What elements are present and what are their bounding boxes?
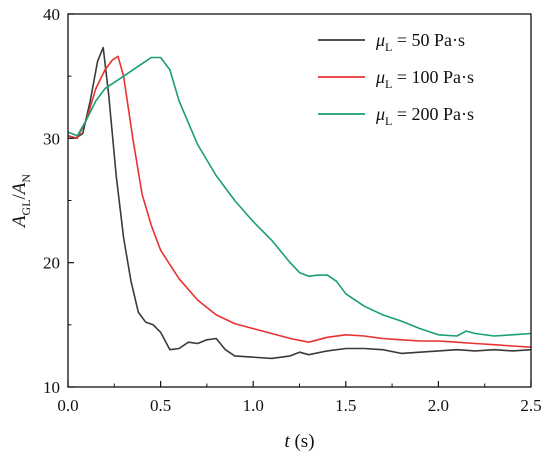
y-tick-label: 40 — [43, 5, 60, 24]
x-tick-label: 1.5 — [335, 396, 356, 415]
legend-label-2: μL = 100 Pa·s — [375, 67, 474, 91]
axis-titles: t (s) AGL/AN — [9, 174, 315, 452]
series-line-2 — [67, 55, 532, 348]
y-axis-title: AGL/AN — [9, 174, 33, 230]
x-axis-title: t (s) — [284, 431, 314, 452]
y-tick-label: 20 — [43, 254, 60, 273]
legend-label-1: μL = 50 Pa·s — [375, 30, 465, 54]
legend: μL = 50 Pa·s μL = 100 Pa·s μL = 200 Pa·s — [318, 30, 474, 128]
x-tick-label: 0.5 — [150, 396, 171, 415]
ticks: 0.0 0.5 1.0 1.5 2.0 2.5 10 20 30 40 — [43, 5, 542, 415]
x-tick-label: 1.0 — [243, 396, 264, 415]
y-tick-label: 10 — [43, 378, 60, 397]
plot-area — [67, 46, 532, 360]
legend-label-3: μL = 200 Pa·s — [375, 104, 474, 128]
series-line-3 — [67, 56, 532, 337]
y-tick-label: 30 — [43, 129, 60, 148]
x-tick-label: 2.5 — [520, 396, 541, 415]
series-line-1 — [67, 46, 532, 360]
x-tick-label: 0.0 — [57, 396, 78, 415]
x-tick-label: 2.0 — [428, 396, 449, 415]
